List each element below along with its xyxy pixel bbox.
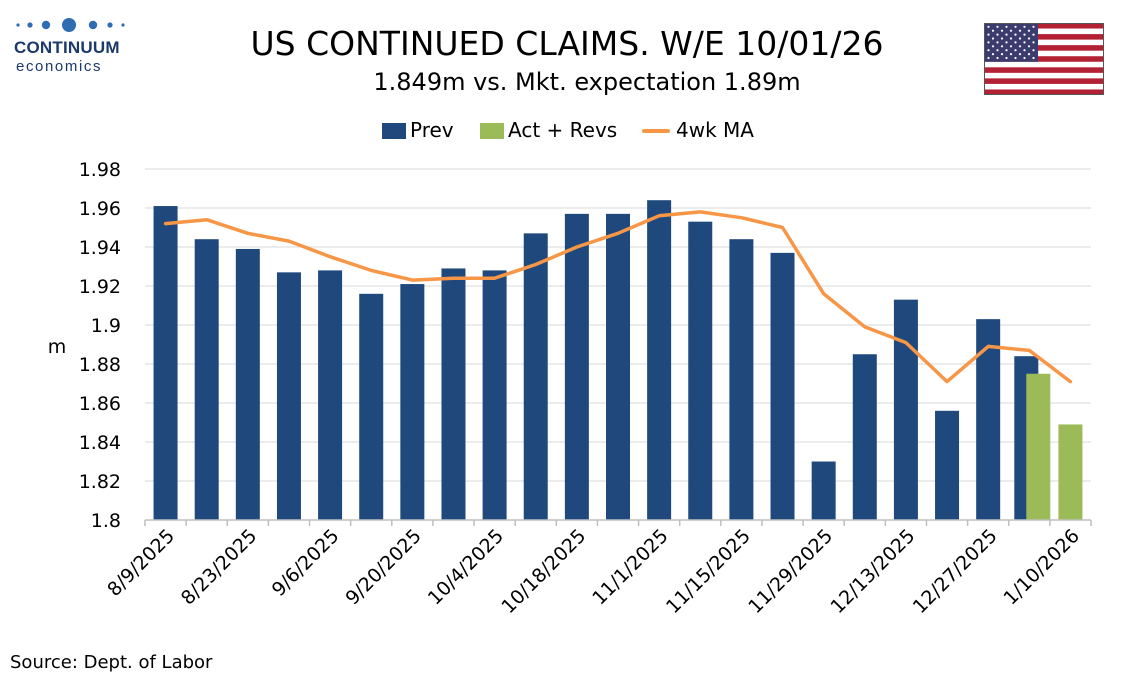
chart-title: US CONTINUED CLAIMS. W/E 10/01/26 xyxy=(250,24,884,63)
bar-prev-12 xyxy=(647,200,672,520)
bar-prev-4 xyxy=(318,270,343,520)
x-tick-label: 1/10/2026 xyxy=(1000,525,1084,609)
bar-prev-15 xyxy=(770,252,795,520)
y-tick-label: 1.88 xyxy=(79,354,121,376)
bar-prev-16 xyxy=(811,461,836,520)
bar-prev-5 xyxy=(359,293,384,520)
x-tick-label: 9/6/2025 xyxy=(268,525,344,601)
legend-label-ma: 4wk MA xyxy=(676,118,754,142)
y-tick-label: 1.9 xyxy=(91,315,121,337)
bar-prev-9 xyxy=(523,233,548,520)
y-axis-label: m xyxy=(48,336,67,358)
bar-prev-14 xyxy=(729,239,754,520)
us-flag-icon xyxy=(984,23,1104,95)
logo-brand-line2: economics xyxy=(16,58,103,75)
x-tick-label: 11/15/2025 xyxy=(662,525,755,618)
series-line-4wk-ma xyxy=(163,210,1073,384)
bar-prev-8 xyxy=(482,270,507,520)
logo-brand-line1: CONTINUUM xyxy=(14,38,120,57)
x-tick-label: 8/9/2025 xyxy=(103,525,179,601)
chart-subtitle: 1.849m vs. Mkt. expectation 1.89m xyxy=(373,68,801,96)
bar-prev-2 xyxy=(235,248,260,520)
x-tick-label: 11/1/2025 xyxy=(588,525,672,609)
x-tick-label: 12/27/2025 xyxy=(909,525,1002,618)
bar-prev-11 xyxy=(606,213,630,520)
bar-prev-7 xyxy=(441,268,466,520)
y-tick-label: 1.84 xyxy=(79,432,121,454)
y-tick-label: 1.82 xyxy=(79,471,121,493)
y-tick-label: 1.96 xyxy=(79,198,121,220)
bar-prev-6 xyxy=(400,284,425,520)
x-tick-label: 10/4/2025 xyxy=(424,525,508,609)
x-tick-label: 10/18/2025 xyxy=(497,525,590,618)
legend-label-act: Act + Revs xyxy=(508,118,618,142)
y-tick-label: 1.92 xyxy=(79,276,121,298)
bar-prev-1 xyxy=(194,239,219,520)
y-tick-label: 1.8 xyxy=(91,510,121,532)
x-tick-label: 12/13/2025 xyxy=(826,525,919,618)
bar-prev-10 xyxy=(564,213,589,520)
y-tick-label: 1.86 xyxy=(79,393,121,415)
bar-act-22 xyxy=(1058,424,1083,520)
bar-prev-19 xyxy=(935,410,960,520)
legend-swatch-ma xyxy=(642,129,670,133)
legend-swatch-act xyxy=(480,123,504,139)
y-tick-label: 1.94 xyxy=(79,237,121,259)
bar-prev-18 xyxy=(893,299,918,520)
bar-prev-3 xyxy=(276,272,301,520)
bar-prev-0 xyxy=(153,206,178,521)
legend-label-prev: Prev xyxy=(410,118,454,142)
y-tick-label: 1.98 xyxy=(79,159,121,181)
x-tick-label: 8/23/2025 xyxy=(177,525,261,609)
logo-dots-icon xyxy=(16,18,125,32)
bar-prev-13 xyxy=(688,221,713,520)
bar-act-21 xyxy=(1026,373,1051,520)
bar-prev-17 xyxy=(852,354,877,520)
chart-legend: Prev Act + Revs 4wk MA xyxy=(0,118,1134,148)
x-tick-label: 9/20/2025 xyxy=(341,525,425,609)
bar-prev-20 xyxy=(976,319,1001,520)
x-tick-label: 11/29/2025 xyxy=(744,525,837,618)
legend-swatch-prev xyxy=(382,123,406,139)
source-note: Source: Dept. of Labor xyxy=(10,652,213,673)
